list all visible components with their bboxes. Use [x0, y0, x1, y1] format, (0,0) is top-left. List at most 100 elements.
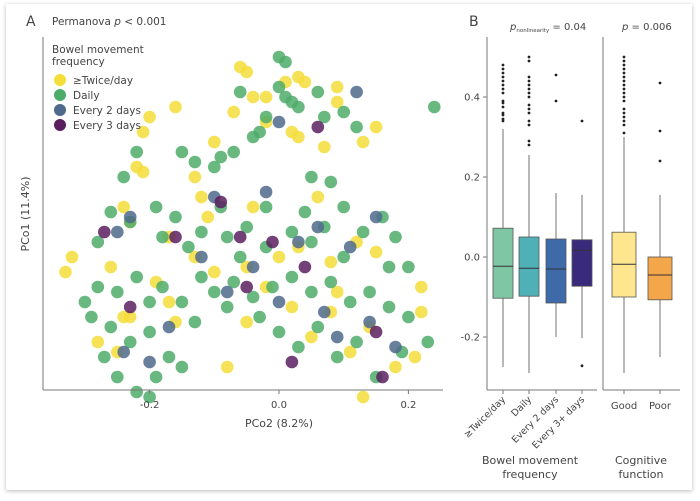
scatter-point — [91, 280, 105, 294]
x-tick-label: Daily — [509, 394, 534, 419]
scatter-legend: Bowel movement frequency ≥Twice/day Daily… — [52, 44, 144, 132]
scatter-point — [272, 295, 286, 309]
scatter-point — [117, 200, 130, 214]
legend-marker — [54, 119, 66, 131]
y-tick-label: 0.2 — [464, 173, 480, 184]
scatter-points — [59, 50, 441, 404]
scatter-point — [123, 335, 137, 349]
scatter-point — [104, 320, 118, 334]
outlier — [501, 119, 505, 123]
scatter-point — [259, 90, 273, 104]
outlier — [622, 59, 626, 63]
scatter-point — [195, 225, 208, 239]
outlier — [501, 79, 505, 83]
cognitive-annotation: p = 0.006 — [621, 22, 672, 33]
scatter-point — [195, 250, 208, 264]
x-tick-label: ≥Twice/day — [462, 394, 508, 440]
outlier — [527, 139, 531, 143]
outlier — [527, 111, 531, 115]
scatter-point — [143, 355, 156, 369]
scatter-point — [208, 285, 221, 299]
outlier — [501, 87, 505, 91]
scatter-point — [272, 80, 286, 94]
outlier — [527, 119, 531, 123]
scatter-point — [305, 330, 318, 344]
scatter-point — [246, 260, 260, 274]
scatter-point — [91, 235, 105, 249]
scatter-point — [389, 360, 402, 374]
scatter-point — [369, 120, 383, 134]
scatter-point — [389, 230, 402, 244]
scatter-point — [382, 260, 396, 274]
scatter-point — [136, 165, 150, 179]
x-tick-label: Poor — [649, 401, 672, 412]
scatter-point — [318, 305, 331, 319]
outlier — [501, 99, 505, 103]
scatter-point — [246, 130, 260, 144]
scatter-point — [292, 130, 305, 144]
scatter-point — [369, 210, 383, 224]
outlier — [501, 117, 505, 121]
outlier — [527, 143, 531, 147]
scatter-point — [428, 100, 441, 114]
scatter-point — [311, 320, 325, 334]
scatter-point — [162, 320, 176, 334]
legend-label: Every 2 days — [73, 105, 141, 117]
outlier — [580, 364, 584, 368]
scatter-point — [408, 350, 422, 364]
x-tick-label: 0.2 — [400, 400, 416, 411]
y-tick-label: 0.0 — [464, 253, 480, 264]
outlier — [501, 83, 505, 87]
scatter-point — [59, 265, 72, 279]
scatter-point — [324, 255, 338, 269]
outlier — [501, 101, 505, 105]
outlier — [622, 63, 626, 67]
scatter-point — [169, 100, 182, 114]
scatter-point — [169, 230, 182, 244]
box-good: Good — [611, 55, 637, 412]
outlier — [527, 59, 531, 63]
outlier — [622, 95, 626, 99]
scatter-point — [117, 170, 130, 184]
scatter-point — [369, 325, 383, 339]
outlier — [527, 87, 531, 91]
outlier — [527, 95, 531, 99]
outlier — [501, 75, 505, 79]
legend-title-line1: Bowel movement — [52, 44, 144, 56]
panel-b-label: B — [469, 14, 479, 30]
scatter-point — [220, 360, 234, 374]
scatter-point — [318, 140, 331, 154]
scatter-point — [143, 110, 156, 124]
legend-label: Daily — [73, 90, 100, 102]
scatter-point — [130, 145, 143, 159]
outlier — [527, 103, 531, 107]
box-group1-label-line2: frequency — [502, 468, 558, 481]
scatter-point — [285, 225, 299, 239]
scatter-point — [382, 300, 396, 314]
y-tick-label: -0.2 — [460, 333, 480, 344]
scatter-point — [233, 85, 247, 99]
outlier — [622, 91, 626, 95]
scatter-point — [156, 230, 169, 244]
permanova-annotation: Permanova p < 0.001 — [52, 16, 167, 28]
outlier — [527, 107, 531, 111]
scatter-point — [91, 335, 105, 349]
outlier — [622, 115, 626, 119]
scatter-point — [220, 230, 234, 244]
scatter-point — [143, 325, 156, 339]
scatter-point — [415, 280, 428, 294]
scatter-point — [104, 260, 118, 274]
scatter-point — [324, 175, 338, 189]
outlier — [622, 87, 626, 91]
y-tick-label: 0.4 — [464, 93, 480, 104]
scatter-point — [337, 250, 351, 264]
scatter-point — [337, 200, 351, 214]
scatter-point — [208, 265, 221, 279]
scatter-point — [227, 145, 240, 159]
scatter-x-label: PCo2 (8.2%) — [245, 417, 313, 430]
scatter-point — [162, 295, 176, 309]
scatter-point — [421, 335, 435, 349]
scatter-point — [356, 390, 370, 404]
scatter-point — [195, 270, 208, 284]
